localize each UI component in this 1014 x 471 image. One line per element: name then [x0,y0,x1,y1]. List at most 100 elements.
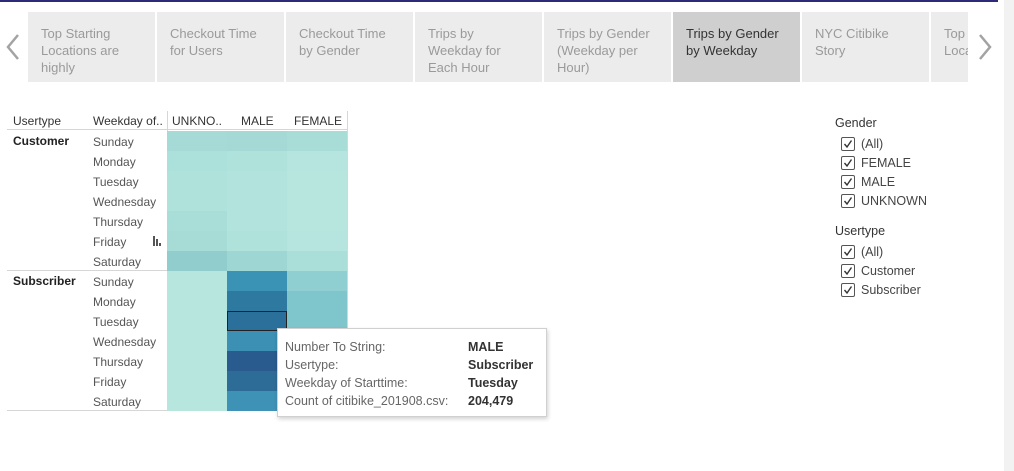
weekday-row-label[interactable]: Friday [93,375,127,389]
heatmap-cell[interactable] [227,131,287,151]
weekday-row-label[interactable]: Monday [93,295,136,309]
header-male[interactable]: MALE [241,114,274,128]
heatmap-cell[interactable] [287,151,347,171]
tooltip-key: Number To String: [285,340,386,354]
heatmap-cell[interactable] [287,271,347,291]
weekday-row-label[interactable]: Tuesday [93,315,139,329]
weekday-row-label[interactable]: Saturday [93,255,142,269]
weekday-row-label[interactable]: Tuesday [93,175,139,189]
header-divider [7,129,348,130]
heatmap-cell[interactable] [167,371,227,391]
header-weekday[interactable]: Weekday of.. [93,114,163,128]
heatmap-cell[interactable] [167,171,227,191]
header-usertype[interactable]: Usertype [13,114,62,128]
tab-top-starting-locations-2[interactable]: Top Starting Locations [931,12,968,82]
heatmap-cell[interactable] [287,171,347,191]
tooltip-row: Number To String: MALE [285,338,546,356]
checkbox-checked-icon[interactable] [841,264,855,278]
heatmap-cell[interactable] [167,311,227,331]
heatmap-cell[interactable] [167,231,227,251]
gender-filter-option[interactable]: MALE [841,174,895,190]
weekday-row-label[interactable]: Saturday [93,395,142,409]
heatmap-cell[interactable] [167,191,227,211]
weekday-row-label[interactable]: Wednesday [93,195,157,209]
weekday-row-label[interactable]: Monday [93,155,136,169]
heatmap-cell[interactable] [227,311,287,331]
gender-filter-label: MALE [861,175,896,189]
tab-checkout-time-users[interactable]: Checkout Time for Users [157,12,284,82]
bar-chart-icon [153,236,165,246]
checkbox-checked-icon[interactable] [841,137,855,151]
tab-trips-gender-weekday-hour[interactable]: Trips by Gender (Weekday per Hour) [544,12,671,82]
heatmap-cell[interactable] [167,271,227,291]
weekday-row-label[interactable]: Friday [93,235,127,249]
heatmap-cell[interactable] [167,251,227,271]
weekday-row-label[interactable]: Thursday [93,355,144,369]
checkbox-checked-icon[interactable] [841,245,855,259]
gender-filter-option[interactable]: UNKNOWN [841,193,927,209]
heatmap-cell[interactable] [227,371,287,391]
heatmap-cell[interactable] [227,271,287,291]
heatmap-cell[interactable] [287,131,347,151]
weekday-row-label[interactable]: Sunday [93,275,134,289]
heatmap-cell[interactable] [227,291,287,311]
tab-trips-weekday-hour[interactable]: Trips by Weekday for Each Hour [415,12,542,82]
heatmap-cell[interactable] [167,151,227,171]
heatmap-cell[interactable] [167,331,227,351]
gender-filter-option[interactable]: FEMALE [841,155,911,171]
heatmap-cell[interactable] [227,251,287,271]
checkbox-checked-icon[interactable] [841,194,855,208]
header-unknown[interactable]: UNKNO.. [172,114,223,128]
heatmap-cell[interactable] [287,231,347,251]
heatmap-cell[interactable] [227,191,287,211]
heatmap-cell[interactable] [167,351,227,371]
heatmap-cell[interactable] [227,391,287,411]
chevron-right-icon [979,34,992,60]
tooltip-value: Tuesday [468,376,518,390]
gender-filter-label: FEMALE [861,156,912,170]
heatmap-cell[interactable] [227,211,287,231]
usertype-filter-option[interactable]: (All) [841,244,883,260]
gender-filter-label: (All) [861,137,884,151]
heatmap-cell[interactable] [287,211,347,231]
checkbox-checked-icon[interactable] [841,175,855,189]
gender-filter-option[interactable]: (All) [841,136,883,152]
tab-nyc-citibike-story[interactable]: NYC Citibike Story [802,12,929,82]
tooltip-row: Weekday of Starttime: Tuesday [285,374,546,392]
heatmap-cell[interactable] [227,231,287,251]
heatmap-cell[interactable] [287,291,347,311]
page-scrollbar-track[interactable] [1004,0,1014,471]
heatmap-cell[interactable] [167,211,227,231]
weekday-row-label[interactable]: Wednesday [93,335,157,349]
tooltip-key: Weekday of Starttime: [285,376,408,390]
usertype-filter-label: Subscriber [861,283,921,297]
tab-top-starting-locations[interactable]: Top Starting Locations are highly [28,12,155,82]
heatmap-cell[interactable] [167,131,227,151]
usertype-row-label[interactable]: Customer [13,134,70,148]
tab-checkout-time-gender[interactable]: Checkout Time by Gender [286,12,413,82]
tooltip-key: Usertype: [285,358,339,372]
usertype-filter-option[interactable]: Customer [841,263,915,279]
heatmap-cell[interactable] [167,391,227,411]
heatmap-cell[interactable] [287,311,347,331]
tooltip-row: Count of citibike_201908.csv: 204,479 [285,392,546,410]
header-female[interactable]: FEMALE [294,114,343,128]
story-prev-button[interactable] [2,30,24,64]
checkbox-checked-icon[interactable] [841,156,855,170]
tab-trips-gender-weekday[interactable]: Trips by Gender by Weekday [673,12,800,82]
tooltip-value: Subscriber [468,358,534,372]
column-divider [347,111,348,411]
heatmap-cell[interactable] [167,291,227,311]
checkbox-checked-icon[interactable] [841,283,855,297]
story-next-button[interactable] [974,30,996,64]
heatmap-cell[interactable] [287,191,347,211]
weekday-row-label[interactable]: Sunday [93,135,134,149]
heatmap-cell[interactable] [227,151,287,171]
weekday-row-label[interactable]: Thursday [93,215,144,229]
usertype-row-label[interactable]: Subscriber [13,274,76,288]
heatmap-cell[interactable] [227,351,287,371]
heatmap-cell[interactable] [287,251,347,271]
usertype-filter-option[interactable]: Subscriber [841,282,921,298]
heatmap-cell[interactable] [227,171,287,191]
heatmap-cell[interactable] [227,331,287,351]
